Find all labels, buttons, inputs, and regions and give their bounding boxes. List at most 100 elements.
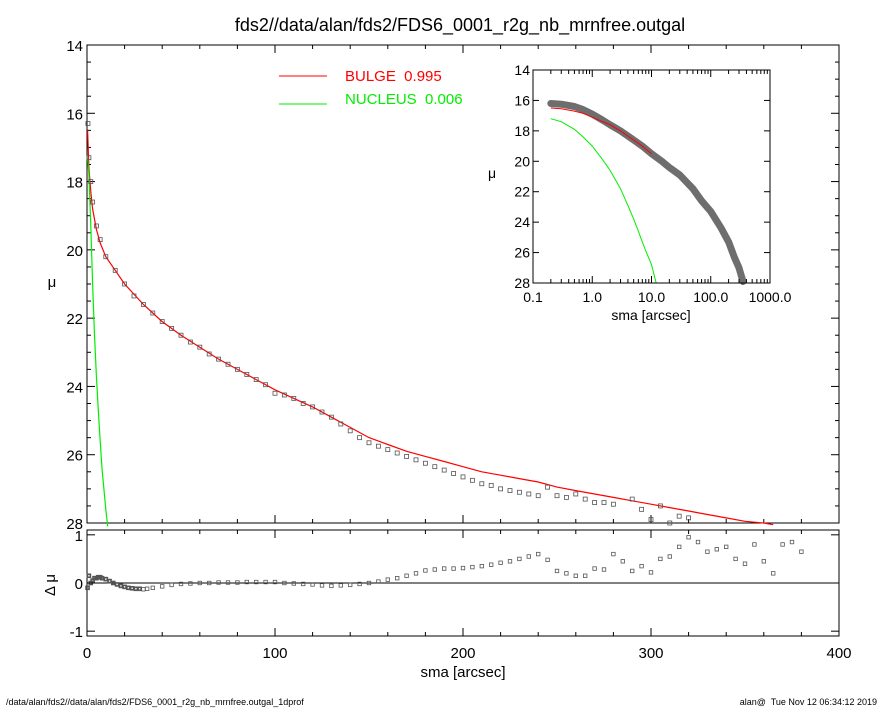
inset-y-tick-label: 24 (514, 214, 530, 230)
residual-y-tick-label: 0 (75, 576, 83, 593)
main-y-axis-label: μ (48, 274, 57, 291)
main-data-point (94, 223, 99, 229)
residual-data-point (141, 587, 146, 592)
residual-data-point (686, 535, 691, 540)
main-data-point (601, 500, 607, 505)
residual-data-point (404, 573, 409, 578)
main-data-point (112, 267, 118, 273)
main-data-point (413, 457, 419, 463)
residual-data-point (126, 585, 131, 591)
main-data-point (441, 467, 447, 473)
inset-y-tick-label: 28 (514, 275, 530, 291)
main-data-point (422, 460, 428, 466)
residual-data-point (225, 580, 231, 585)
residual-data-point (160, 584, 165, 589)
main-data-point (535, 493, 541, 499)
residual-data-point (348, 582, 353, 588)
main-data-point (611, 501, 616, 507)
residual-data-point (133, 586, 139, 592)
residual-data-point (620, 559, 625, 564)
main-data-point (469, 477, 475, 483)
residual-data-point (592, 566, 597, 571)
residual-data-point (705, 549, 710, 554)
legend-nucleus-label: NUCLEUS 0.006 (345, 91, 463, 108)
footer-file-path: /data/alan/fds2//data/alan/fds2/FDS6_000… (6, 697, 304, 707)
main-data-point (507, 488, 513, 493)
main-data-point (488, 483, 494, 488)
main-data-point (216, 356, 222, 362)
residual-x-tick-label: 0 (83, 645, 91, 662)
residual-data-point (695, 539, 701, 545)
main-data-point (310, 404, 316, 410)
inset-nucleus-line (550, 118, 657, 284)
inset-x-tick-label: 1000.0 (749, 289, 792, 305)
inset-y-tick-label: 18 (514, 123, 530, 139)
main-data-point (291, 395, 297, 401)
residual-data-point (178, 581, 184, 587)
residual-data-point (667, 554, 672, 559)
main-data-point (648, 517, 654, 522)
main-y-tick-label: 28 (66, 516, 83, 533)
residual-data-point (107, 578, 112, 584)
main-y-tick-label: 24 (66, 379, 83, 396)
inset-y-tick-label: 26 (514, 245, 530, 261)
inset-bulge-line (550, 107, 652, 155)
residual-data-point (413, 571, 419, 576)
residual-data-point (188, 581, 193, 586)
main-data-point (686, 515, 691, 521)
main-data-point (375, 443, 381, 449)
residual-data-point (630, 568, 635, 574)
residual-data-point (376, 579, 381, 584)
residual-data-point (129, 585, 135, 591)
residual-x-tick-label: 400 (826, 645, 851, 662)
inset-x-tick-label: 1.0 (583, 289, 603, 305)
residual-data-point (573, 573, 578, 578)
residual-data-point (677, 544, 682, 550)
main-data-point (526, 491, 532, 497)
main-data-point (263, 382, 269, 388)
main-data-point (253, 377, 259, 383)
residual-data-point (583, 573, 588, 578)
main-data-point (150, 310, 156, 316)
residual-data-point (254, 579, 259, 585)
main-data-point (517, 489, 522, 495)
residual-data-point (103, 576, 109, 582)
main-data-point (366, 440, 372, 446)
residual-y-tick-label: 1 (75, 528, 83, 545)
inset-x-tick-label: 100.0 (693, 289, 728, 305)
main-data-point (97, 237, 103, 243)
main-data-point (140, 302, 146, 307)
main-data-point (206, 351, 212, 357)
residual-data-point (366, 580, 372, 586)
inset-series (547, 100, 747, 285)
main-data-point (225, 361, 231, 367)
chart-title: fds2//data/alan/fds2/FDS6_0001_r2g_nb_mr… (235, 15, 685, 36)
residual-data-point (282, 580, 287, 586)
residual-y-ticks: -1 0 1 (70, 528, 839, 641)
residual-data-point (460, 565, 466, 571)
main-data-point (667, 520, 673, 526)
residual-data-point (114, 582, 120, 587)
main-data-point (272, 390, 278, 396)
residual-data-point (432, 567, 437, 572)
inset-y-tick-label: 16 (514, 92, 530, 108)
main-data-point (103, 254, 109, 260)
main-data-point (460, 474, 466, 480)
residual-data-point (498, 560, 503, 565)
residual-data-point (291, 581, 296, 586)
main-data-point (404, 454, 410, 459)
residual-data-point (385, 577, 390, 582)
main-nucleus-line (87, 157, 109, 527)
residual-data-point (752, 542, 757, 547)
main-data-point (573, 491, 579, 497)
inset-x-tick-label: 0.1 (523, 289, 543, 305)
main-data-point (244, 372, 250, 377)
main-data-point (357, 435, 363, 441)
residual-data-point (517, 556, 522, 562)
main-data-point (564, 494, 569, 500)
residual-data-point (145, 586, 150, 591)
residual-data-point (526, 554, 531, 559)
residual-data-point (272, 579, 278, 585)
main-data-point (432, 464, 438, 470)
